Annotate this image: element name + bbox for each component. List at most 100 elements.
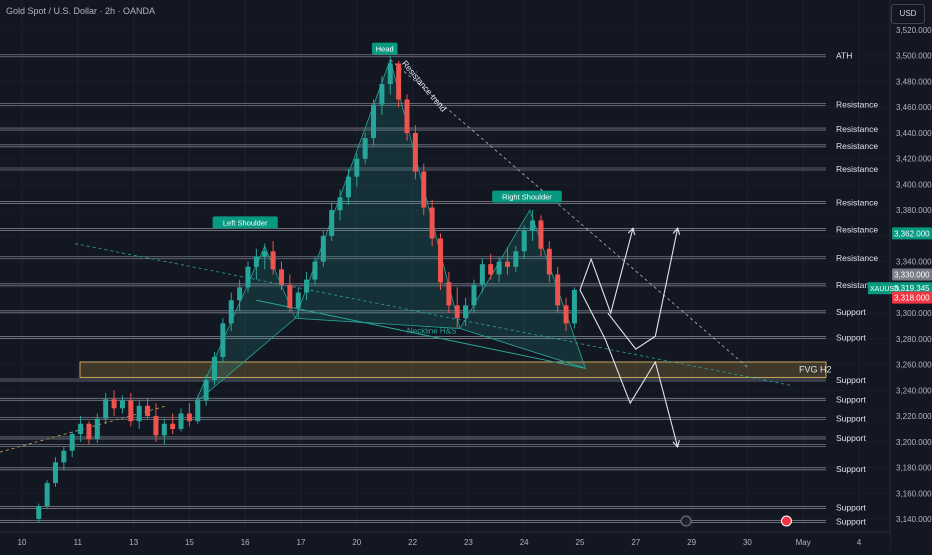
level-label: Support — [836, 502, 866, 512]
level-label: Resistance — [836, 124, 878, 134]
candle-body — [354, 158, 360, 177]
candle-body — [404, 99, 410, 133]
candle-body — [153, 416, 159, 436]
candle-body — [471, 284, 477, 306]
time-tick-label: 15 — [185, 538, 194, 547]
projection-arrow — [579, 289, 679, 448]
candle-body — [111, 399, 117, 409]
pattern-label: Right Shoulder — [502, 193, 552, 202]
price-axis: 3,520.000 3,500.000 3,480.000 3,460.000 3,44… — [868, 0, 932, 550]
price-badge-label: 3,330.000 — [894, 271, 930, 280]
lightning-icon — [680, 515, 692, 527]
neckline — [256, 299, 586, 369]
projection-arrows — [579, 227, 681, 449]
candle-body — [571, 289, 577, 324]
price-badge — [892, 227, 932, 240]
level-label: Support — [836, 375, 866, 385]
time-tick-label: 24 — [520, 538, 529, 547]
neckline-extension — [74, 243, 791, 386]
candle-body — [69, 434, 75, 451]
candle-body — [237, 287, 243, 301]
price-badge-label: 3,362.000 — [894, 229, 930, 238]
candle-body — [145, 405, 151, 417]
fvg-label: FVG H2 — [799, 365, 832, 375]
candle-body — [287, 284, 293, 308]
candle-body — [463, 305, 469, 319]
candle-body — [304, 279, 310, 293]
pattern-label-bg — [492, 190, 562, 203]
candle-body — [178, 413, 184, 429]
time-tick-label: 16 — [241, 538, 250, 547]
candle-body — [563, 305, 569, 324]
symbol-badge-label: XAUUSD — [870, 286, 899, 293]
candle-body — [530, 220, 536, 231]
candle-body — [421, 171, 427, 208]
price-tick-label: 3,240.000 — [896, 386, 932, 395]
level-label: Resistance — [836, 280, 878, 290]
price-tick-label: 3,340.000 — [896, 258, 932, 267]
candle-body — [488, 264, 494, 275]
level-label: Support — [836, 414, 866, 424]
level-label: Resistance — [836, 197, 878, 207]
time-tick-label: 11 — [74, 538, 83, 547]
time-tick-label: 23 — [464, 538, 473, 547]
time-tick-label: 22 — [408, 538, 417, 547]
candle-body — [387, 63, 393, 85]
level-label: Support — [836, 394, 866, 404]
currency-badge[interactable]: USD — [891, 4, 925, 24]
candle-body — [362, 138, 368, 159]
level-label: Resistance — [836, 164, 878, 174]
price-tick-label: 3,220.000 — [896, 412, 932, 421]
candle-body — [438, 238, 443, 283]
price-tick-label: 3,520.000 — [896, 26, 932, 35]
time-tick-label: 4 — [857, 538, 862, 547]
projection-arrow — [607, 228, 679, 350]
candle-body — [546, 248, 552, 275]
symbol-badge — [868, 282, 892, 295]
price-badge-label: 3,318.000 — [894, 294, 930, 303]
price-tick-label: 3,180.000 — [896, 464, 932, 473]
candle-body — [170, 423, 176, 429]
price-tick-label: 3,280.000 — [896, 335, 932, 344]
time-tick-label: 20 — [352, 538, 361, 547]
support-trend — [0, 405, 168, 453]
time-tick-label: 25 — [576, 538, 585, 547]
time-axis-bg — [0, 532, 890, 550]
price-tick-label: 3,400.000 — [896, 180, 932, 189]
candle-body — [161, 423, 167, 436]
time-tick-label: May — [796, 538, 811, 547]
candle-body — [371, 104, 377, 139]
candle-body — [86, 423, 92, 440]
candle-body — [329, 210, 335, 236]
price-tick-label: 3,480.000 — [896, 77, 932, 86]
candle-body — [52, 462, 58, 483]
candle-body — [94, 418, 100, 440]
candle-body — [555, 274, 561, 306]
candle-body — [61, 450, 67, 463]
candle-body — [379, 84, 385, 105]
price-badge — [892, 282, 932, 295]
candle-body — [203, 380, 209, 401]
candle-body — [479, 264, 485, 285]
candle-body — [345, 176, 351, 198]
candle-body — [262, 251, 268, 257]
candle-body — [513, 251, 519, 267]
candle-body — [521, 230, 527, 252]
resistance-trend-line — [390, 59, 748, 368]
price-tick-label: 3,500.000 — [896, 52, 932, 61]
candle-body — [446, 282, 452, 306]
fvg-zone: FVG H2 — [79, 361, 832, 378]
price-tick-label: 3,160.000 — [896, 489, 932, 498]
candle-body — [412, 132, 418, 172]
candle-body — [136, 405, 142, 422]
level-label: Resistance — [836, 224, 878, 234]
candle-body — [320, 235, 326, 262]
level-label: Resistance — [836, 141, 878, 151]
level-label: Resistance — [836, 100, 878, 110]
level-label: Support — [836, 517, 866, 527]
price-badge-label: 3,319.345 — [894, 284, 930, 293]
level-label: Support — [836, 333, 866, 343]
projection-arrow — [579, 228, 634, 315]
